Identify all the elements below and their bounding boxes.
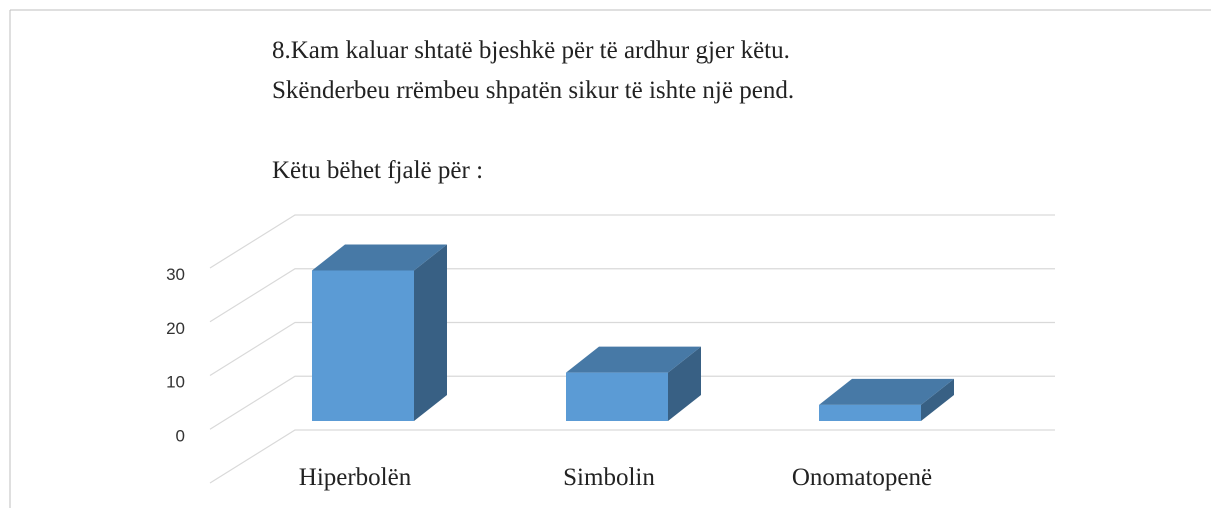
bar xyxy=(312,244,447,421)
x-tick-label: Simbolin xyxy=(563,464,655,491)
bar-front xyxy=(566,372,668,421)
grid-line xyxy=(209,214,1055,269)
y-tick-label: 10 xyxy=(166,373,185,392)
y-tick-label: 20 xyxy=(166,319,185,338)
bar-top xyxy=(312,244,447,271)
grid-line xyxy=(209,268,1055,323)
grid-line xyxy=(209,429,1055,484)
x-tick-label: Hiperbolën xyxy=(299,464,412,491)
bar xyxy=(819,378,954,421)
bar-side xyxy=(921,378,954,421)
y-tick-label: 0 xyxy=(176,426,185,445)
bar-front xyxy=(312,270,414,421)
bar xyxy=(566,346,701,421)
grid-line xyxy=(209,321,1055,377)
bar-top xyxy=(819,378,954,405)
chart-title: 8.Kam kaluar shtatë bjeshkë për të ardhu… xyxy=(272,37,790,64)
bar-top xyxy=(566,346,701,373)
grid-line xyxy=(209,375,1055,430)
bar-front xyxy=(819,404,921,421)
x-tick-label: Onomatopenë xyxy=(792,464,932,491)
bar-side xyxy=(414,244,447,421)
chart-title: Skënderbeu rrëmbeu shpatën sikur të isht… xyxy=(272,77,794,104)
y-tick-label: 30 xyxy=(166,265,185,284)
chart-subtitle: Këtu bëhet fjalë për : xyxy=(272,157,483,184)
bar-side xyxy=(668,346,701,421)
